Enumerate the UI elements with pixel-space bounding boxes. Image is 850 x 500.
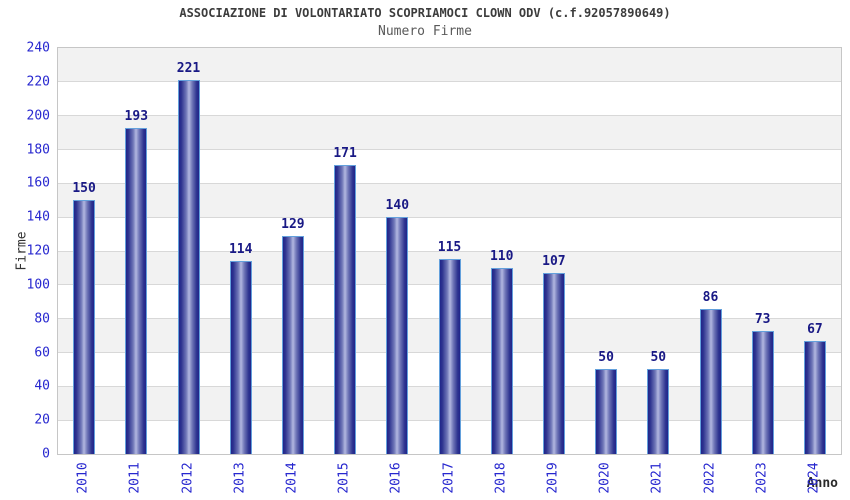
chart-subtitle: Numero Firme <box>378 24 472 39</box>
bar <box>334 164 357 454</box>
gridline <box>58 250 841 252</box>
bar-value-label: 140 <box>385 198 410 214</box>
y-axis-tick-label: 60 <box>34 345 50 360</box>
x-axis-tick-label: 2024 <box>806 462 822 494</box>
gridline <box>58 115 841 117</box>
bar-value-label: 171 <box>333 145 357 161</box>
bar <box>595 369 618 454</box>
bar <box>438 259 461 454</box>
x-axis-tick-label: 2016 <box>388 462 404 494</box>
y-axis-tick-label: 180 <box>26 142 50 157</box>
bar-value-label: 107 <box>542 253 566 269</box>
bar <box>281 235 304 454</box>
bar-value-label: 193 <box>124 108 149 124</box>
bar <box>542 273 565 454</box>
x-axis-tick-label: 2022 <box>702 462 717 494</box>
bar <box>125 127 148 454</box>
bar-value-label: 110 <box>489 248 514 264</box>
x-axis-tick-label: 2011 <box>127 462 143 494</box>
y-axis-tick-label: 160 <box>26 175 50 191</box>
plot-area: 0 20 40 60 80 100 120 140 160 180 200 220 240 150 193 2… <box>27 41 842 462</box>
bar <box>751 330 774 454</box>
bar <box>386 217 409 454</box>
gridline <box>58 81 841 83</box>
bar <box>229 261 252 454</box>
x-axis-tick-label: 2017 <box>441 462 456 494</box>
x-axis-tick-label: 2018 <box>493 462 509 494</box>
y-axis-tick-label: 140 <box>26 209 50 225</box>
y-axis-tick-label: 80 <box>34 311 50 327</box>
x-axis-tick-label: 2021 <box>649 462 665 494</box>
bar <box>490 267 513 454</box>
x-axis-tick-label: 2013 <box>232 462 248 494</box>
x-axis-tick-label: 2014 <box>284 462 300 494</box>
x-axis-title: Anno <box>806 476 838 491</box>
bar-value-label: 221 <box>176 61 201 77</box>
y-axis-tick-label: 20 <box>34 412 50 428</box>
plot-band <box>58 183 841 218</box>
x-axis-tick-label: 2010 <box>75 462 91 494</box>
bar-value-label: 150 <box>72 181 96 197</box>
x-axis-tick-label: 2015 <box>336 462 352 494</box>
y-axis-tick-label: 100 <box>26 277 50 293</box>
bar-value-label: 114 <box>228 242 253 258</box>
gridline <box>58 182 841 184</box>
y-axis-title: Firme <box>14 231 30 271</box>
bar <box>177 80 200 454</box>
bar-value-label: 115 <box>437 240 462 256</box>
bar-value-label: 129 <box>281 216 305 232</box>
bar-value-label: 67 <box>807 321 823 337</box>
y-axis-tick-label: 200 <box>26 108 50 124</box>
y-axis-tick-label: 40 <box>34 378 50 394</box>
bar <box>803 340 826 454</box>
bar <box>647 369 670 454</box>
plot-band <box>58 115 841 150</box>
y-axis-tick-label: 0 <box>42 446 50 462</box>
gridline <box>58 149 841 150</box>
chart-title: ASSOCIAZIONE DI VOLONTARIATO SCOPRIAMOCI… <box>179 6 671 20</box>
y-axis-tick-label: 120 <box>26 243 50 259</box>
gridline <box>58 216 841 218</box>
x-axis-tick-label: 2012 <box>180 462 195 494</box>
bar-value-label: 50 <box>650 350 667 366</box>
x-axis-tick-label: 2020 <box>597 462 613 494</box>
x-axis-tick-label: 2023 <box>754 462 770 494</box>
bar-value-label: 50 <box>598 350 614 366</box>
x-axis-tick-label: 2019 <box>545 462 561 494</box>
y-axis-tick-label: 220 <box>26 74 50 90</box>
bar <box>73 200 96 454</box>
bar <box>699 308 722 454</box>
bar-value-label: 73 <box>754 311 771 327</box>
bar-value-label: 86 <box>702 289 719 305</box>
y-axis-tick-label: 240 <box>26 40 50 56</box>
plot-band <box>58 48 841 82</box>
